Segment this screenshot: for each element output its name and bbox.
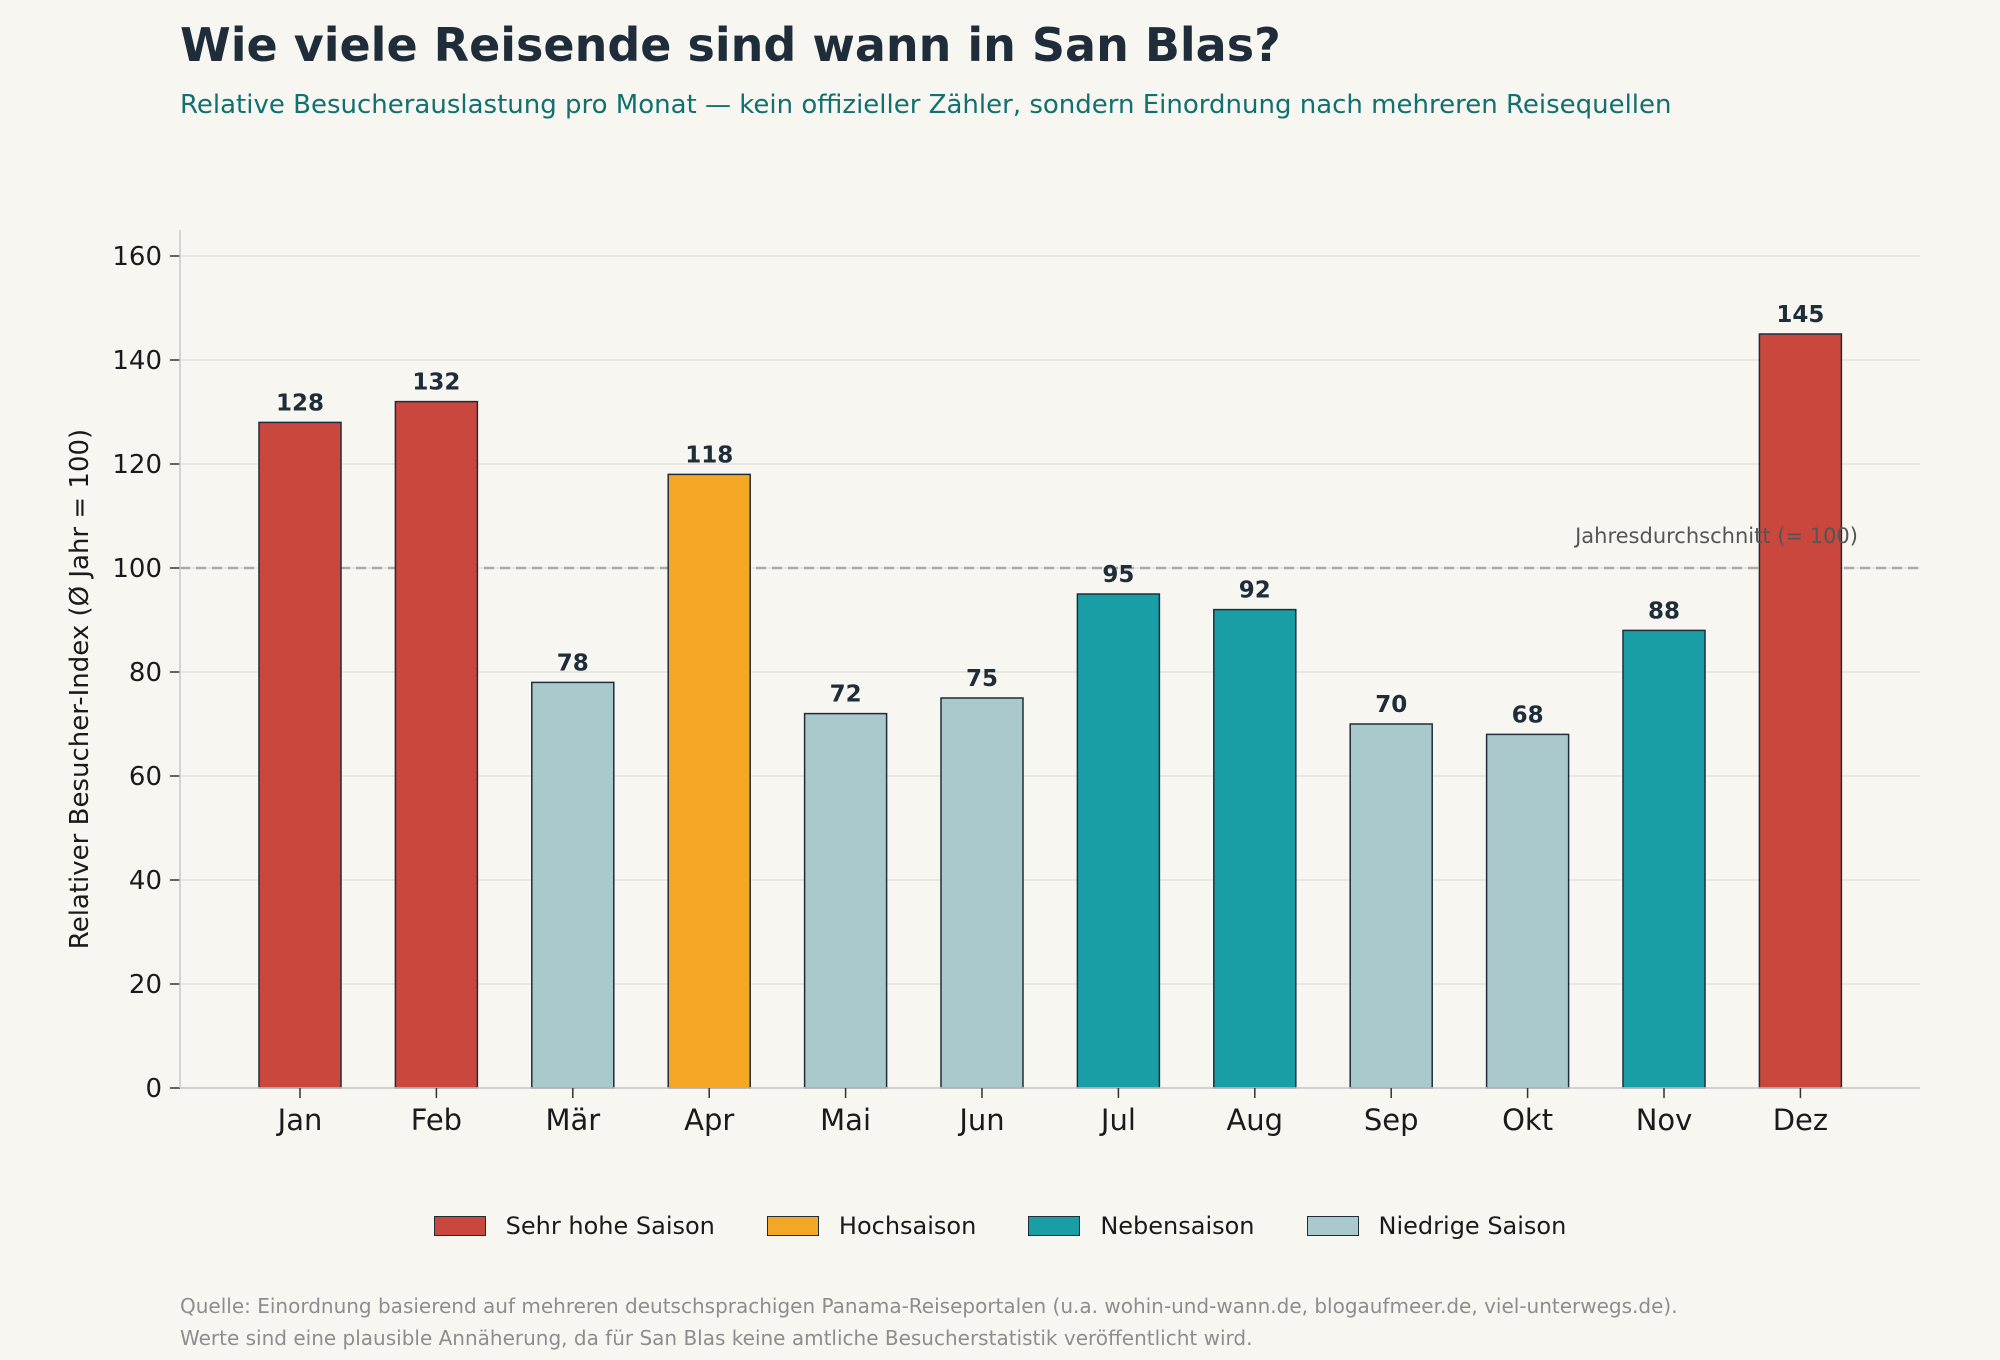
y-tick-label: 80 bbox=[129, 658, 162, 688]
x-tick-label: Nov bbox=[1636, 1103, 1693, 1137]
axes: 0 20 40 60 80 100 120 140 160 Jan Feb Mär Apr Mai Jun J… bbox=[65, 230, 1920, 1137]
x-tick-label: Mär bbox=[545, 1103, 600, 1137]
labels: 128 132 78 118 72 75 95 92 70 68 88 145 Jahresdurchs… bbox=[276, 302, 1858, 728]
legend-label: Hochsaison bbox=[838, 1212, 977, 1240]
legend-item: Sehr hohe Saison bbox=[433, 1212, 715, 1240]
y-tick-label: 160 bbox=[112, 242, 162, 272]
value-label: 128 bbox=[276, 390, 324, 416]
y-axis-label: Relativer Besucher-Index (Ø Jahr = 100) bbox=[65, 429, 95, 949]
legend-label: Sehr hohe Saison bbox=[505, 1212, 715, 1240]
x-tick-label: Sep bbox=[1364, 1103, 1419, 1137]
bar-chart: 0 20 40 60 80 100 120 140 160 Jan Feb Mär Apr Mai Jun J… bbox=[65, 230, 1920, 1137]
legend: Sehr hohe Saison Hochsaison Nebensaison Nie… bbox=[0, 1212, 2000, 1240]
x-tick-label: Apr bbox=[684, 1103, 734, 1137]
x-tick-label: Dez bbox=[1773, 1103, 1828, 1137]
chart-subtitle: Relative Besucherauslastung pro Monat — … bbox=[180, 90, 1672, 120]
value-label: 78 bbox=[557, 650, 589, 676]
value-label: 92 bbox=[1239, 578, 1271, 604]
source-note-line-1: Quelle: Einordnung basierend auf mehrere… bbox=[180, 1294, 1678, 1318]
value-label: 145 bbox=[1776, 302, 1824, 328]
legend-label: Nebensaison bbox=[1100, 1212, 1255, 1240]
value-label: 132 bbox=[412, 370, 460, 396]
bar-feb bbox=[394, 400, 479, 1089]
chart-title: Wie viele Reisende sind wann in San Blas… bbox=[180, 18, 1281, 72]
x-tick-label: Jul bbox=[1099, 1103, 1136, 1137]
bar-apr bbox=[667, 473, 751, 1089]
average-line-label: Jahresdurchschnitt (= 100) bbox=[1573, 524, 1858, 548]
bar-okt bbox=[1485, 733, 1570, 1089]
legend-swatch bbox=[1306, 1216, 1359, 1236]
legend-swatch bbox=[433, 1216, 486, 1236]
legend-swatch bbox=[766, 1216, 819, 1236]
x-tick-label: Feb bbox=[411, 1103, 462, 1137]
value-label: 75 bbox=[966, 666, 998, 692]
value-label: 70 bbox=[1375, 692, 1407, 718]
legend-item: Hochsaison bbox=[766, 1212, 977, 1240]
value-label: 118 bbox=[685, 442, 733, 468]
legend-item: Niedrige Saison bbox=[1306, 1212, 1567, 1240]
y-tick-label: 40 bbox=[129, 866, 162, 896]
bar-jun bbox=[940, 697, 1024, 1089]
value-label: 95 bbox=[1102, 562, 1134, 588]
legend-swatch bbox=[1028, 1216, 1081, 1236]
bar-dez bbox=[1758, 333, 1843, 1089]
x-tick-label: Okt bbox=[1502, 1103, 1553, 1137]
value-label: 72 bbox=[830, 682, 862, 708]
bar-sep bbox=[1349, 723, 1433, 1089]
y-tick-label: 20 bbox=[129, 970, 162, 1000]
bar-nov bbox=[1622, 629, 1706, 1089]
value-label: 88 bbox=[1648, 598, 1680, 624]
legend-item: Nebensaison bbox=[1028, 1212, 1255, 1240]
bar-jan bbox=[258, 421, 342, 1089]
y-tick-label: 100 bbox=[112, 554, 162, 584]
bars bbox=[258, 333, 1843, 1089]
source-note: Quelle: Einordnung basierend auf mehrere… bbox=[180, 1290, 1678, 1354]
bar-aug bbox=[1213, 608, 1297, 1089]
y-tick-label: 0 bbox=[145, 1074, 162, 1104]
x-tick-label: Aug bbox=[1226, 1103, 1283, 1137]
y-tick-label: 140 bbox=[112, 346, 162, 376]
bar-jul bbox=[1076, 593, 1161, 1089]
legend-label: Niedrige Saison bbox=[1378, 1212, 1567, 1240]
source-note-line-2: Werte sind eine plausible Annäherung, da… bbox=[180, 1326, 1253, 1350]
y-tick-label: 60 bbox=[129, 762, 162, 792]
bar-mai bbox=[803, 712, 888, 1089]
x-tick-label: Jan bbox=[276, 1103, 323, 1137]
bar-mär bbox=[531, 681, 615, 1089]
x-tick-label: Jun bbox=[957, 1103, 1004, 1137]
y-tick-label: 120 bbox=[112, 450, 162, 480]
value-label: 68 bbox=[1512, 702, 1544, 728]
x-tick-label: Mai bbox=[820, 1103, 871, 1137]
